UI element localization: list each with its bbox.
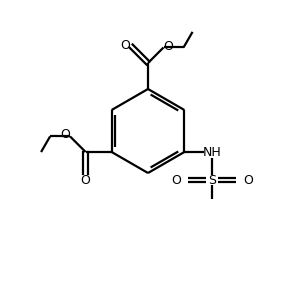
Text: O: O [164,40,173,53]
Text: O: O [171,174,181,186]
Text: O: O [243,174,253,186]
Text: O: O [60,128,70,141]
Text: O: O [120,39,130,51]
Text: NH: NH [203,146,222,158]
Text: S: S [208,174,216,186]
Text: O: O [81,174,91,188]
